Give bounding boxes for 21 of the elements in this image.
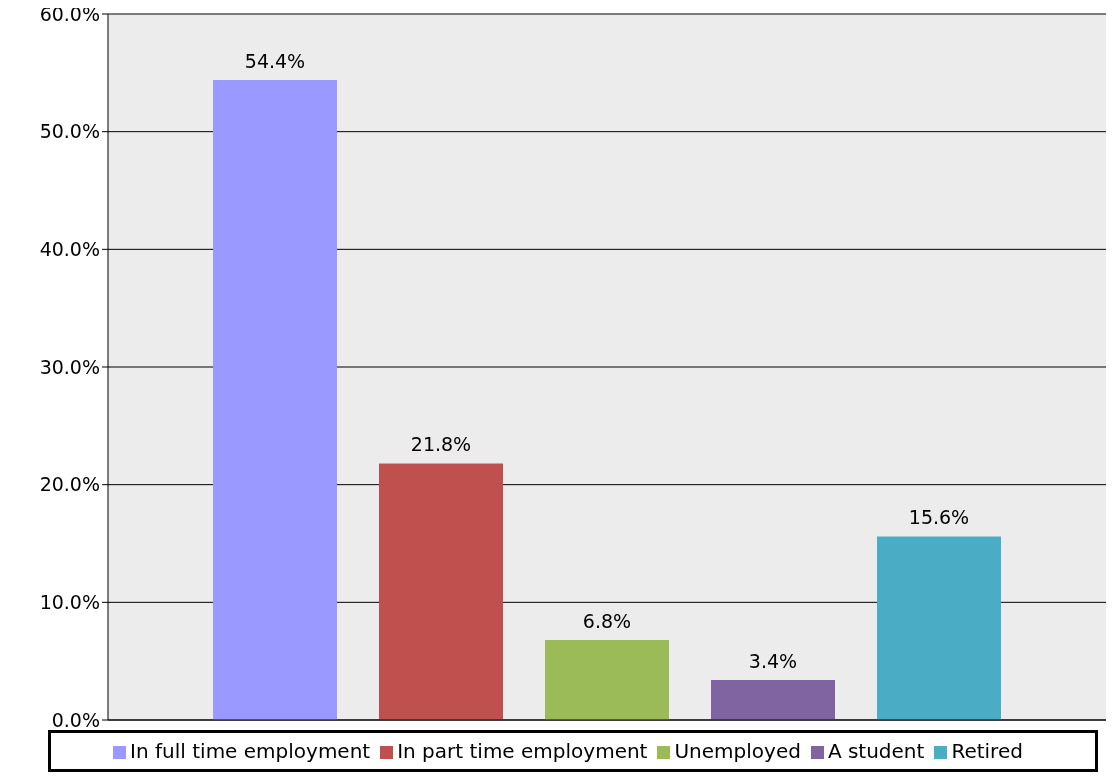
- legend-label: A student: [827, 739, 925, 763]
- data-label: 6.8%: [582, 609, 632, 632]
- bar: [877, 536, 1001, 720]
- y-tick-label: 0.0%: [51, 708, 100, 731]
- legend-label: Retired: [951, 739, 1023, 763]
- bar: [545, 639, 669, 720]
- y-tick-label: 10.0%: [39, 591, 100, 614]
- legend-label: In part time employment: [397, 739, 648, 763]
- legend-label: Unemployed: [674, 739, 801, 763]
- y-tick-label: 20.0%: [39, 473, 100, 496]
- data-label: 54.4%: [244, 49, 306, 72]
- bar: [711, 679, 835, 720]
- y-tick-label: 40.0%: [39, 238, 100, 261]
- bar: [379, 463, 503, 720]
- y-tick-label: 50.0%: [39, 120, 100, 143]
- data-label: 3.4%: [748, 649, 798, 672]
- data-label: 21.8%: [410, 433, 472, 456]
- y-tick-label: 30.0%: [39, 355, 100, 378]
- legend-label: In full time employment: [130, 739, 371, 763]
- data-label: 15.6%: [908, 506, 970, 529]
- bar: [213, 79, 337, 720]
